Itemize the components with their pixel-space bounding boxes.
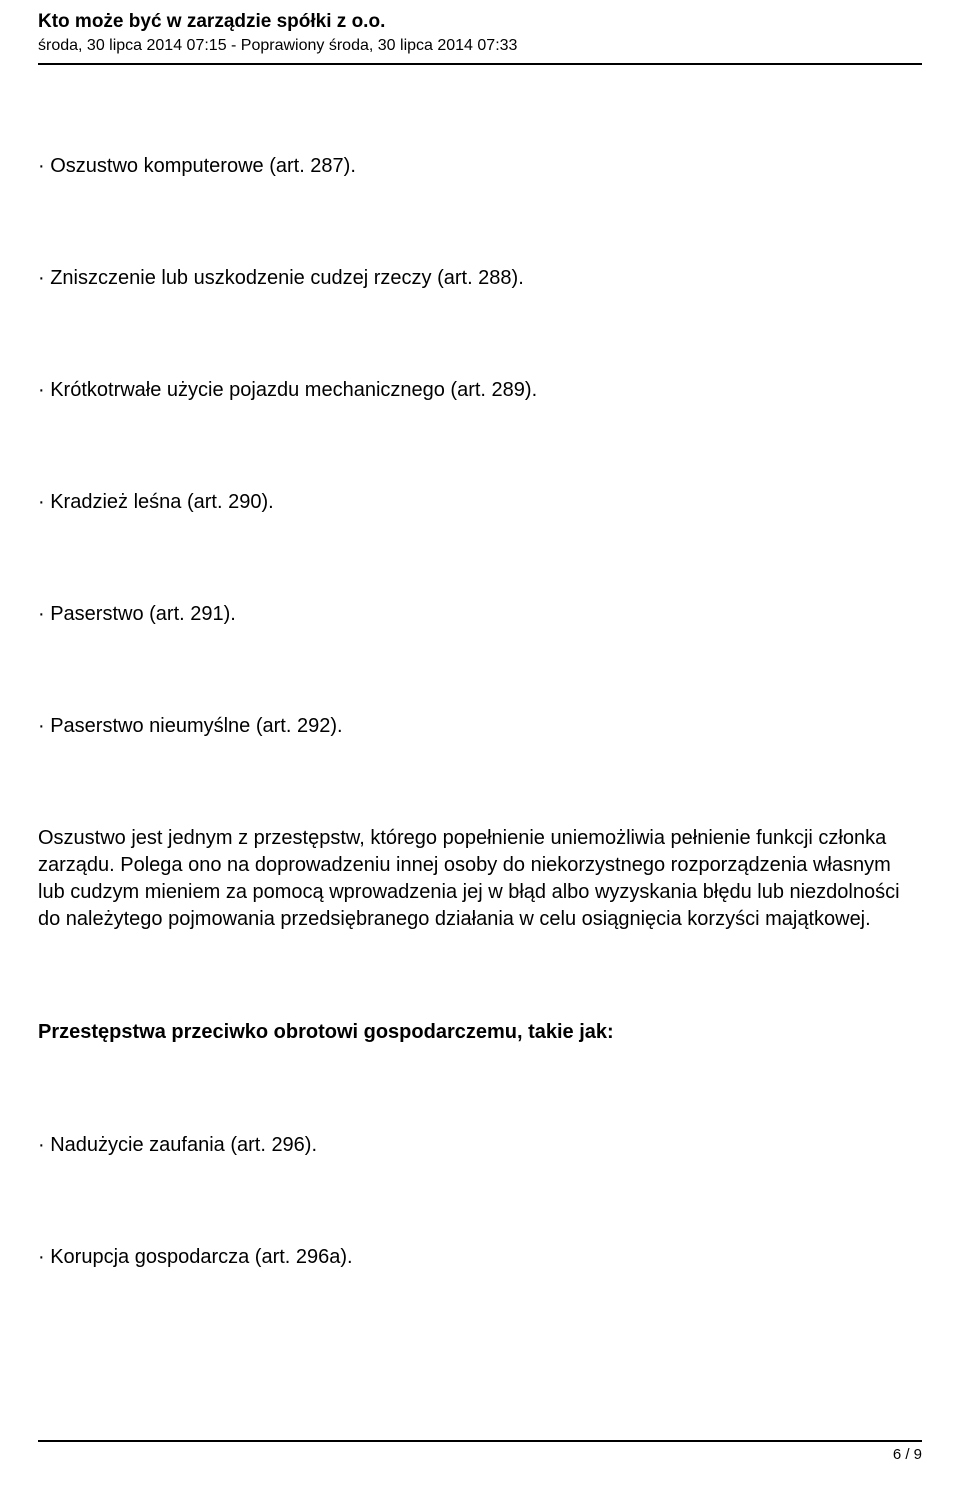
list-item: · Korupcja gospodarcza (art. 296a). — [38, 1244, 922, 1270]
list-item: · Kradzież leśna (art. 290). — [38, 489, 922, 515]
article-title: Kto może być w zarządzie spółki z o.o. — [38, 10, 922, 34]
page-header: Kto może być w zarządzie spółki z o.o. ś… — [38, 10, 922, 65]
document-page: Kto może być w zarządzie spółki z o.o. ś… — [0, 0, 960, 1270]
body-paragraph: Oszustwo jest jednym z przestępstw, któr… — [38, 825, 922, 933]
list-item: · Paserstwo nieumyślne (art. 292). — [38, 713, 922, 739]
footer-rule — [38, 1440, 922, 1442]
list-item: · Krótkotrwałe użycie pojazdu mechaniczn… — [38, 377, 922, 403]
page-footer: 6 / 9 — [38, 1440, 922, 1463]
list-item: · Nadużycie zaufania (art. 296). — [38, 1132, 922, 1158]
article-body: · Oszustwo komputerowe (art. 287). · Zni… — [38, 65, 922, 1270]
page-number: 6 / 9 — [38, 1446, 922, 1463]
section-subheading: Przestępstwa przeciwko obrotowi gospodar… — [38, 1019, 922, 1046]
list-item: · Zniszczenie lub uszkodzenie cudzej rze… — [38, 265, 922, 291]
list-item: · Paserstwo (art. 291). — [38, 601, 922, 627]
article-meta: środa, 30 lipca 2014 07:15 - Poprawiony … — [38, 36, 922, 57]
list-item: · Oszustwo komputerowe (art. 287). — [38, 153, 922, 179]
